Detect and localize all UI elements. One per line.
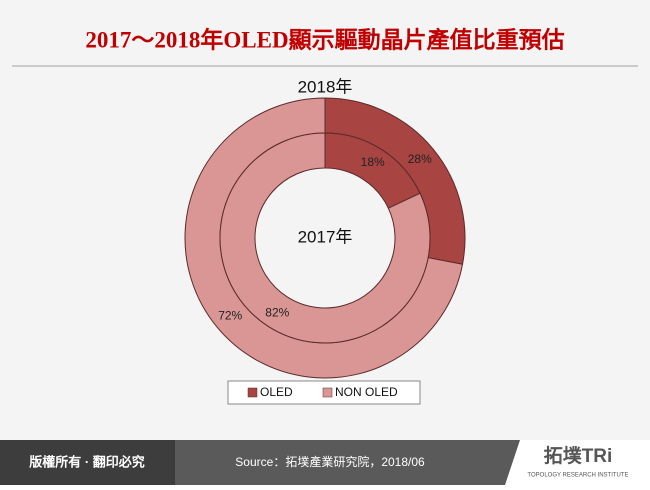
- logo-area: [505, 440, 650, 485]
- legend-label: NON OLED: [335, 385, 398, 399]
- legend-swatch: [322, 387, 333, 398]
- value-label: 82%: [265, 305, 289, 319]
- value-label: 18%: [361, 155, 385, 169]
- ring-label: 2018年: [298, 77, 353, 96]
- value-label: 72%: [218, 309, 242, 323]
- value-label: 28%: [408, 152, 432, 166]
- source: Source：拓墣產業研究院，2018/06: [235, 454, 425, 469]
- ring-label: 2017年: [298, 227, 353, 246]
- chart-title: 2017～2018年OLED顯示驅動晶片產值比重預估: [85, 26, 564, 52]
- donut-segment: [219, 132, 431, 344]
- logo-name: 拓墣TRi: [544, 444, 613, 467]
- legend-label: OLED: [260, 385, 293, 399]
- logo-tagline: TOPOLOGY RESEARCH INSTITUTE: [527, 473, 628, 479]
- footer-left: [0, 440, 175, 485]
- copyright: 版權所有 · 翻印必究: [29, 454, 145, 469]
- legend-swatch: [247, 387, 258, 398]
